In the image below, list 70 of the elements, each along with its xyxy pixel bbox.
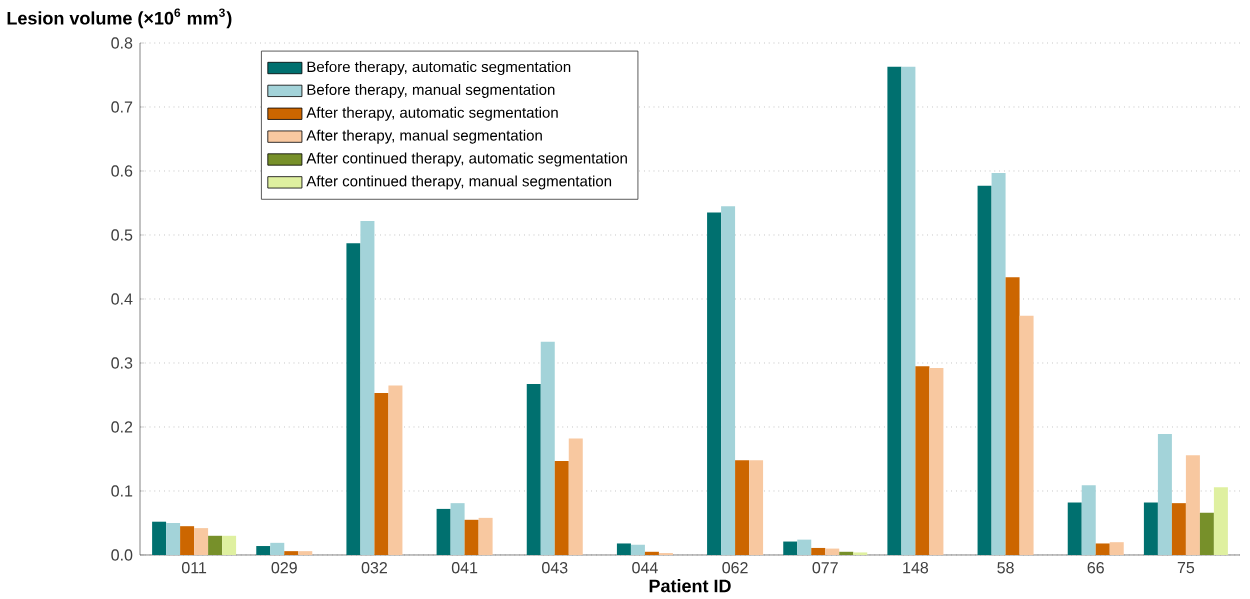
bar <box>298 551 313 555</box>
bar <box>450 503 465 555</box>
x-tick-label: 75 <box>1177 562 1195 574</box>
bar <box>270 542 285 555</box>
bar <box>1019 315 1034 555</box>
x-tick-label: 062 <box>722 562 748 574</box>
bar <box>644 551 659 555</box>
bar <box>1081 485 1096 555</box>
bar <box>630 544 645 555</box>
legend-label: Before therapy, automatic segmentation <box>307 61 571 76</box>
y-tick-label: 0.3 <box>111 357 133 369</box>
x-tick-label: 041 <box>451 562 478 574</box>
y-tick-label: 0.4 <box>111 293 133 305</box>
x-tick-label: 032 <box>361 562 387 574</box>
bar <box>853 552 868 555</box>
text: Lesion volume (×10$^{6}$ mm$^{3}$) <box>7 8 232 29</box>
bar <box>568 438 583 555</box>
bar <box>360 220 375 555</box>
legend-label: After therapy, automatic segmentation <box>306 106 558 121</box>
bar <box>256 546 271 555</box>
bar <box>388 385 403 555</box>
bar <box>478 517 493 555</box>
bar <box>616 543 631 555</box>
bar <box>222 535 237 555</box>
bar <box>735 460 750 555</box>
x-tick-label: 58 <box>997 562 1014 574</box>
bar <box>1095 543 1110 555</box>
y-tick-label: 0.6 <box>111 165 133 177</box>
bar <box>284 551 299 555</box>
bar <box>436 508 451 555</box>
y-tick-label: 0.1 <box>111 485 133 497</box>
x-tick-label: 011 <box>181 562 207 574</box>
bar <box>707 212 722 555</box>
bar <box>1199 512 1214 555</box>
y-tick-label: 0.5 <box>111 229 133 241</box>
legend-label: After therapy, manual segmentation <box>306 129 542 144</box>
x-axis-title: Patient ID <box>649 579 731 593</box>
bar <box>540 341 555 555</box>
bar <box>1067 502 1082 555</box>
x-tick-label: 148 <box>903 562 929 574</box>
bar <box>977 185 992 555</box>
bar <box>991 172 1006 555</box>
y-tick-label: 0.2 <box>111 421 133 433</box>
y-tick-label: 0.0 <box>111 549 133 561</box>
bar <box>887 66 902 555</box>
x-tick-label: 043 <box>542 562 568 574</box>
bar <box>208 535 223 555</box>
bar <box>554 460 569 555</box>
legend-label: After continued therapy, automatic segmentation <box>306 152 627 167</box>
bar <box>929 368 944 555</box>
x-tick-label: 077 <box>812 562 838 574</box>
y-tick-label: 0.7 <box>111 101 133 113</box>
y-tick-label: 0.8 <box>111 37 133 49</box>
x-tick-label: 044 <box>632 562 658 574</box>
bar <box>374 393 389 555</box>
bar <box>346 243 361 555</box>
bar <box>1109 542 1124 555</box>
legend-label: After continued therapy, manual segmentation <box>306 175 612 190</box>
bar <box>721 206 736 555</box>
bar <box>1005 277 1020 555</box>
bar <box>915 366 930 555</box>
bar <box>464 519 479 555</box>
bar <box>749 460 764 555</box>
bar <box>839 551 854 555</box>
bar <box>526 384 541 555</box>
bar <box>1213 487 1228 555</box>
x-tick-label: 029 <box>271 562 297 574</box>
x-tick-label: 66 <box>1087 562 1104 574</box>
legend-label: Before therapy, manual segmentation <box>307 83 555 98</box>
bar <box>901 66 916 555</box>
